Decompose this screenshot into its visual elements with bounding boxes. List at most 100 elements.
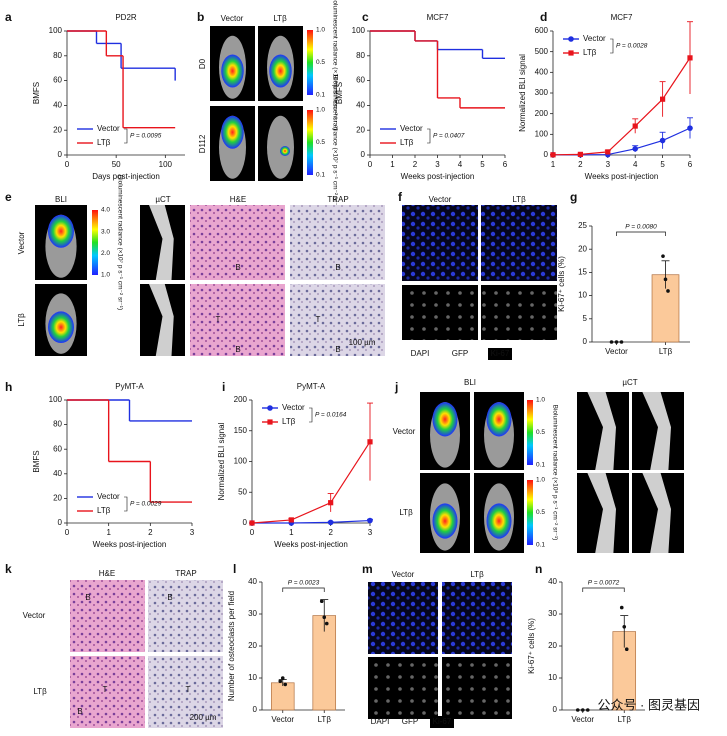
image-label: GFP (452, 349, 468, 358)
image (474, 392, 524, 470)
x-tick-label: 4 (633, 160, 638, 169)
p-value: P = 0.0072 (588, 580, 620, 587)
image-label: B (85, 593, 90, 602)
y-tick-label: 20 (53, 494, 62, 503)
x-tick-label: 3 (435, 160, 440, 169)
legend-label: LTβ (282, 417, 296, 426)
image (420, 392, 470, 470)
marker (659, 137, 666, 144)
data-point (624, 647, 629, 651)
x-tick-label: LTβ (618, 715, 632, 724)
marker (367, 439, 373, 445)
p-value: P = 0.0080 (625, 224, 657, 231)
image (190, 205, 285, 280)
data-point (614, 340, 619, 344)
y-tick-label: 0 (583, 337, 588, 346)
image (258, 106, 303, 181)
chart-title: PyMT-A (297, 382, 326, 391)
y-tick-label: 0 (553, 705, 558, 714)
image-label: D112 (198, 134, 207, 153)
p-value: P = 0.0023 (288, 580, 320, 587)
marker (550, 152, 556, 158)
colorbar (92, 210, 98, 275)
label-box (488, 348, 512, 360)
image-background (368, 582, 438, 654)
image-background (402, 205, 478, 281)
data-point (585, 708, 590, 712)
bli-signal (48, 311, 74, 344)
data-point (661, 254, 665, 258)
watermark: 公众号 · 图灵基因 (597, 697, 700, 712)
y-tick-label: 20 (53, 125, 62, 134)
colorbar-title: Bioluminescent radiance (×10⁷ p s⁻¹ cm⁻²… (331, 75, 338, 210)
image-label: Vector (393, 427, 416, 436)
panel-letter: b (197, 10, 204, 24)
image (140, 205, 185, 280)
y-tick-label: 5 (583, 314, 588, 323)
y-tick-label: 0 (243, 518, 248, 527)
image (632, 473, 684, 553)
image-background (481, 285, 557, 340)
colorbar-tick-label: 1.0 (101, 272, 110, 279)
panel-letter: m (362, 562, 373, 576)
bone (642, 392, 671, 470)
bli-signal (221, 54, 244, 88)
marker (288, 517, 294, 523)
y-tick-label: 40 (356, 101, 365, 110)
image (35, 205, 87, 280)
image-background (481, 205, 557, 281)
colorbar-tick-label: 1.0 (536, 397, 545, 404)
panel-letter: l (233, 562, 236, 576)
y-axis-label: Ki-67⁺ cells (%) (527, 618, 536, 674)
y-tick-label: 60 (53, 444, 62, 453)
image-background (190, 205, 285, 280)
legend-label: Vector (282, 403, 305, 412)
x-tick-label: Vector (571, 715, 594, 724)
image (420, 473, 470, 553)
y-axis-label: Normalized BLI signal (217, 422, 226, 500)
significance-bracket (616, 231, 666, 236)
image-label: D0 (198, 58, 207, 69)
legend-bracket (427, 128, 431, 144)
image-label: TRAP (175, 569, 196, 578)
x-tick-label: 6 (503, 160, 508, 169)
image-label: H&E (99, 569, 115, 578)
legend-label: Vector (97, 492, 120, 501)
image-label: LTβ (399, 508, 413, 517)
marker (632, 146, 638, 152)
p-value: P = 0.0028 (616, 43, 648, 50)
image (577, 392, 629, 470)
data-point (280, 676, 285, 680)
colorbar-tick-label: 1.0 (316, 107, 325, 114)
image-background (442, 582, 512, 654)
y-axis-label: Normalized BLI signal (518, 54, 527, 132)
image-label: B (235, 263, 240, 272)
data-point (663, 277, 668, 282)
bone (587, 473, 616, 553)
image-label: Ki-67 (433, 717, 452, 726)
x-tick-label: 5 (480, 160, 485, 169)
panel-letter: e (5, 190, 12, 204)
chart-title: MCF7 (611, 13, 633, 22)
marker (687, 55, 693, 61)
y-tick-label: 10 (578, 291, 587, 300)
mouse-body (267, 115, 294, 179)
p-value: P = 0.0164 (315, 412, 347, 419)
image (402, 285, 478, 340)
y-tick-label: 40 (53, 469, 62, 478)
image-label: Vector (221, 14, 244, 23)
image-label: LTβ (470, 570, 484, 579)
colorbar (527, 400, 533, 465)
y-tick-label: 100 (49, 395, 63, 404)
chart-title: PD2R (115, 13, 137, 22)
y-tick-label: 0 (58, 150, 63, 159)
image-label: µCT (155, 195, 170, 204)
y-axis-label: Number of osteoclasts per field (227, 591, 236, 701)
y-tick-label: 300 (535, 88, 549, 97)
panel-letter: c (362, 10, 369, 24)
y-tick-label: 40 (548, 577, 557, 586)
image-label: LTβ (33, 687, 47, 696)
legend-label: LTβ (583, 48, 597, 57)
x-tick-label: 1 (551, 160, 556, 169)
image-label: Vector (392, 570, 415, 579)
